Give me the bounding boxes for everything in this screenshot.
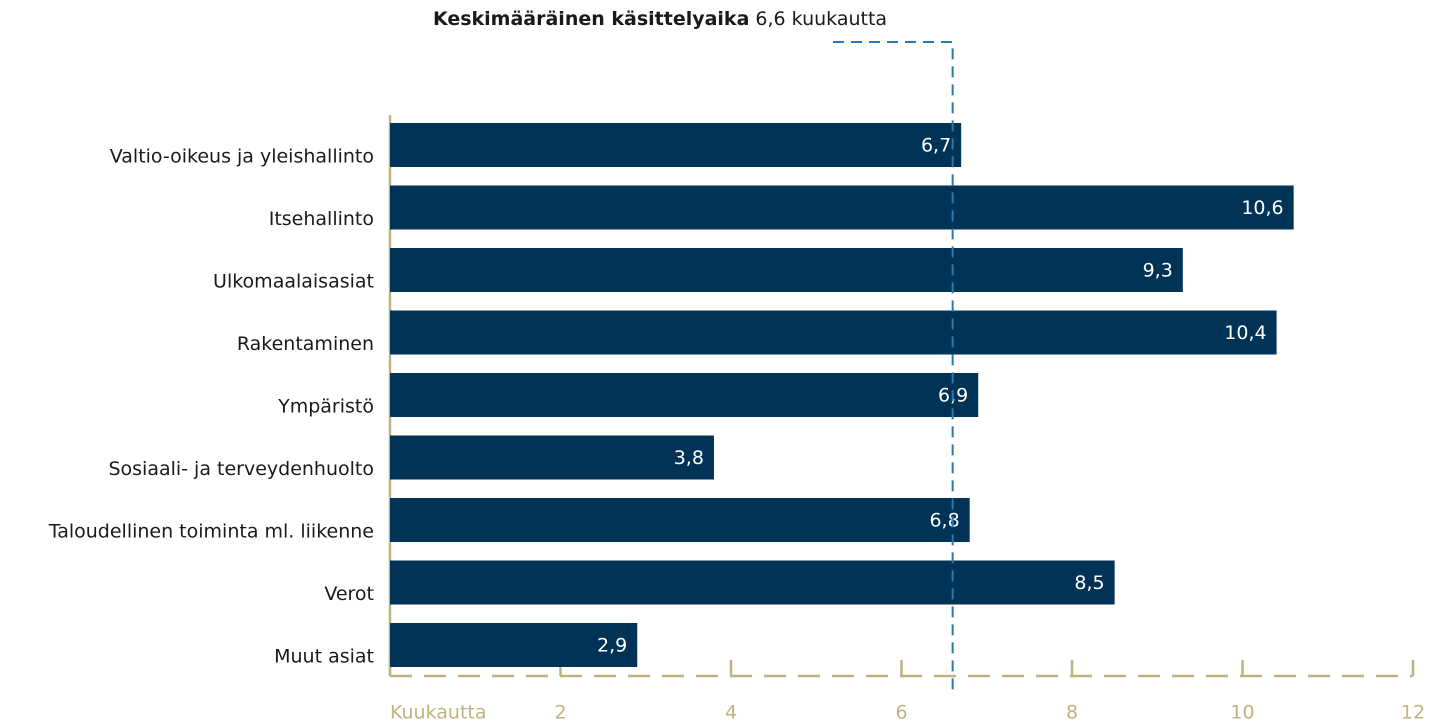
y-tick-label: Verot	[324, 583, 374, 605]
value-label: 3,8	[674, 447, 704, 469]
value-label: 6,7	[921, 135, 951, 157]
reference-annotation: Keskimääräinen käsittelyaika 6,6 kuukautt…	[433, 8, 887, 30]
y-tick-label: Muut asiat	[274, 646, 374, 668]
bar	[390, 560, 1115, 605]
value-label: 10,4	[1224, 322, 1266, 344]
bar	[390, 248, 1183, 292]
reference-text: 6,6 kuukautta	[755, 8, 887, 30]
y-tick-label: Valtio-oikeus ja yleishallinto	[110, 146, 374, 168]
bar	[390, 373, 979, 417]
bar	[390, 435, 714, 480]
bar	[390, 623, 638, 667]
y-tick-label: Sosiaali- ja terveydenhuolto	[108, 458, 374, 480]
x-tick-label: Kuukautta	[390, 702, 487, 724]
reference-line	[833, 41, 954, 690]
x-tick-label: 8	[1066, 702, 1078, 724]
bar	[390, 185, 1294, 230]
x-tick-label: 2	[554, 702, 566, 724]
x-tick-label: 6	[895, 702, 907, 724]
x-tick-label: 12	[1401, 702, 1425, 724]
value-label: 6,8	[929, 510, 959, 532]
y-tick-label: Taloudellinen toiminta ml. liikenne	[48, 521, 374, 543]
value-label: 9,3	[1143, 260, 1173, 282]
bar	[390, 123, 962, 167]
bar	[390, 310, 1277, 355]
value-label: 2,9	[597, 635, 627, 657]
value-label: 10,6	[1241, 197, 1283, 219]
y-tick-label: Rakentaminen	[237, 333, 374, 355]
reference-label: Keskimääräinen käsittelyaika	[433, 8, 749, 30]
x-tick-label: 10	[1230, 702, 1254, 724]
value-label: 8,5	[1074, 572, 1104, 594]
x-tick-label: 4	[725, 702, 737, 724]
y-tick-label: Ympäristö	[277, 396, 374, 418]
y-tick-label: Ulkomaalaisasiat	[213, 271, 374, 293]
bar	[390, 498, 970, 542]
y-tick-label: Itsehallinto	[269, 208, 374, 230]
